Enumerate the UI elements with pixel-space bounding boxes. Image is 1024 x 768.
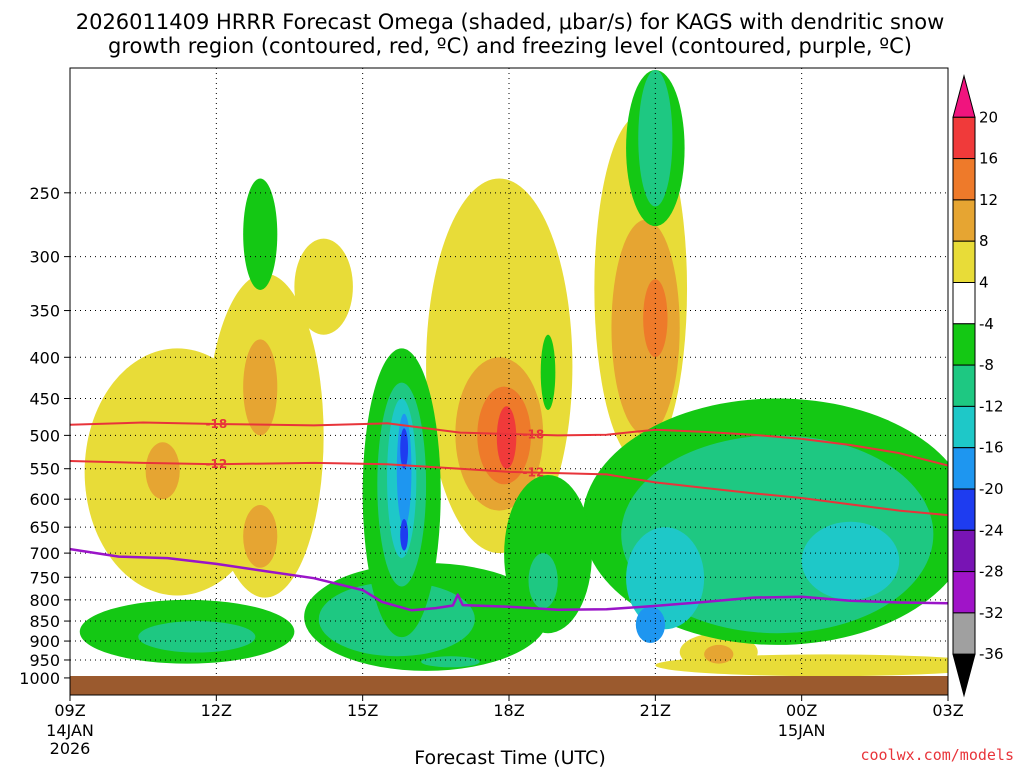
- x-tick-label-12Z: 12Z: [201, 701, 232, 720]
- colorbar-label-11: -28: [979, 563, 1004, 581]
- omega-region-30: [626, 527, 705, 630]
- y-tick-label-850: 850: [29, 612, 60, 631]
- x-tick-label-09Z: 09Z: [54, 701, 85, 720]
- omega-region-26: [400, 519, 409, 551]
- y-tick-label-950: 950: [29, 651, 60, 670]
- x-tick-date-09Z: 14JAN: [46, 721, 94, 740]
- omega-region-31: [635, 606, 666, 643]
- colorbar-swatch-1: [952, 116, 976, 160]
- y-tick-label-300: 300: [29, 248, 60, 267]
- colorbar-swatch-3: [952, 199, 976, 242]
- colorbar-label-9: -20: [979, 480, 1004, 498]
- colorbar-label-12: -32: [979, 604, 1004, 622]
- omega-region-15: [704, 644, 734, 664]
- y-tick-label-500: 500: [29, 426, 60, 445]
- colorbar-swatch-7: [952, 364, 976, 407]
- colorbar-bottom-arrow: [952, 653, 976, 698]
- colorbar-swatch-10: [952, 488, 976, 531]
- colorbar-label-4: 4: [979, 274, 989, 292]
- x-tick-label-03Z: 03Z: [932, 701, 963, 720]
- x-tick-date-00Z: 15JAN: [778, 721, 826, 740]
- colorbar-label-2: 12: [979, 191, 998, 209]
- omega-region-37: [528, 553, 558, 609]
- omega-region-36: [504, 475, 592, 634]
- y-tick-label-350: 350: [29, 302, 60, 321]
- colorbar-label-7: -12: [979, 397, 1004, 415]
- x-tick-label-00Z: 00Z: [786, 701, 817, 720]
- dgz-label--12-1: -12: [523, 466, 545, 480]
- colorbar-swatch-8: [952, 405, 976, 449]
- colorbar-swatch-2: [952, 158, 976, 201]
- contour-layer: -18 -18 -12 -12: [70, 417, 948, 612]
- colorbar-swatch-9: [952, 447, 976, 490]
- omega-region-29: [801, 521, 900, 600]
- y-tick-label-750: 750: [29, 568, 60, 587]
- colorbar-label-5: -4: [979, 315, 994, 333]
- y-axis-ticks: 2503003504004505005506006507007508008509…: [19, 184, 70, 688]
- x-tick-label-21Z: 21Z: [640, 701, 671, 720]
- chart-title-line2: growth region (contoured, red, ºC) and f…: [108, 34, 912, 58]
- colorbar-swatch-4: [952, 240, 976, 283]
- omega-region-38: [421, 656, 480, 668]
- colorbar-label-8: -16: [979, 439, 1004, 457]
- y-tick-label-800: 800: [29, 591, 60, 610]
- credit-text: coolwx.com/models: [860, 746, 1014, 764]
- colorbar-swatch-5: [952, 282, 976, 325]
- omega-region-1: [145, 442, 180, 500]
- colorbar-swatch-13: [952, 612, 976, 655]
- omega-region-3: [243, 339, 278, 436]
- dgz-contour--12: [70, 460, 948, 517]
- colorbar-label-13: -36: [979, 645, 1004, 663]
- dgz-label--18-0: -18: [205, 417, 227, 431]
- y-tick-label-1000: 1000: [19, 669, 60, 688]
- dgz-label--18-1: -18: [523, 428, 545, 442]
- colorbar-swatch-11: [952, 529, 976, 573]
- y-tick-label-400: 400: [29, 348, 60, 367]
- colorbar-swatch-6: [952, 323, 976, 366]
- colorbar-label-3: 8: [979, 232, 989, 250]
- y-tick-label-550: 550: [29, 460, 60, 479]
- y-tick-label-700: 700: [29, 544, 60, 563]
- colorbar-label-1: 16: [979, 150, 998, 168]
- x-tick-label-18Z: 18Z: [493, 701, 524, 720]
- omega-region-34: [243, 178, 278, 290]
- colorbar-label-0: 20: [979, 108, 998, 126]
- dgz-contour--18: [70, 421, 948, 467]
- colorbar-label-10: -24: [979, 521, 1004, 539]
- omega-region-18: [138, 621, 256, 653]
- omega-shading-layer: [79, 69, 948, 677]
- colorbar-top-arrow: [952, 74, 976, 118]
- y-tick-label-900: 900: [29, 632, 60, 651]
- plot-area: -18 -18 -12 -12: [70, 68, 948, 695]
- y-tick-label-600: 600: [29, 490, 60, 509]
- dgz-label--12-0: -12: [205, 457, 227, 471]
- omega-region-4: [243, 504, 278, 568]
- colorbar-swatch-12: [952, 571, 976, 614]
- colorbar-label-6: -8: [979, 356, 994, 374]
- omega-region-35: [540, 334, 556, 410]
- chart-title-line1: 2026011409 HRRR Forecast Omega (shaded, …: [76, 10, 945, 34]
- omega-region-5: [294, 238, 353, 335]
- x-axis-title: Forecast Time (UTC): [414, 747, 605, 768]
- omega-region-9: [496, 406, 517, 469]
- x-tick-label-15Z: 15Z: [347, 701, 378, 720]
- freezing-level-contour: [70, 547, 948, 612]
- x-tick-year-09Z: 2026: [50, 739, 91, 758]
- ground-surface: [70, 676, 948, 695]
- y-tick-label-650: 650: [29, 518, 60, 537]
- omega-region-25: [400, 428, 409, 469]
- colorbar: 20 16 12 8 4 -4 -8 -12 -16 -20 -24 -28 -32 -36: [952, 74, 1004, 698]
- y-tick-label-250: 250: [29, 184, 60, 203]
- y-tick-label-450: 450: [29, 390, 60, 409]
